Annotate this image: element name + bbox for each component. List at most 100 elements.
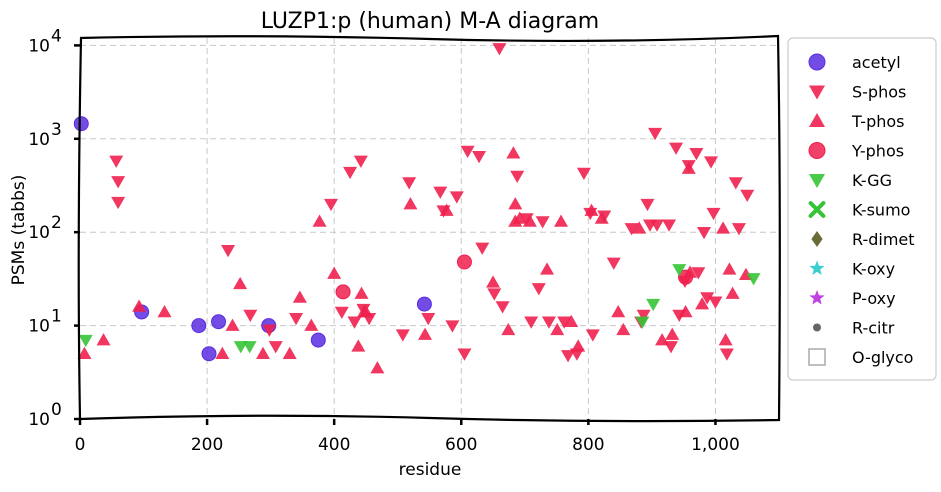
point-t-phos [96, 333, 111, 346]
point-acetyl [191, 318, 207, 334]
point-s-phos [700, 292, 715, 305]
point-t-phos [439, 203, 454, 216]
point-s-phos [606, 257, 621, 270]
point-s-phos [492, 43, 507, 56]
point-t-phos [225, 318, 240, 331]
point-t-phos [632, 221, 647, 234]
point-k-gg [746, 273, 761, 286]
point-t-phos [655, 333, 670, 346]
point-s-phos [640, 198, 655, 212]
point-s-phos [449, 191, 464, 204]
y-tick-label: 10 [28, 223, 50, 243]
x-tick-label: 1,000 [691, 435, 740, 455]
point-acetyl [416, 296, 432, 312]
point-t-phos [418, 327, 433, 340]
point-s-phos [728, 177, 743, 190]
point-t-phos [718, 333, 733, 346]
point-t-phos [282, 346, 297, 359]
point-t-phos [564, 314, 579, 327]
point-t-phos [508, 197, 523, 210]
point-t-phos [611, 304, 626, 318]
point-k-gg [233, 341, 248, 354]
legend-marker-t-phos [809, 113, 825, 127]
point-s-phos [487, 288, 502, 301]
point-t-phos [540, 262, 555, 275]
point-k-gg [242, 341, 257, 354]
point-t-phos [256, 346, 271, 359]
point-t-phos [522, 214, 537, 227]
point-acetyl [211, 314, 227, 330]
x-tick-label: 0 [75, 435, 86, 455]
y-tick-exponent: 4 [51, 26, 62, 46]
legend-marker-acetyl [808, 53, 826, 71]
point-t-phos [512, 211, 527, 224]
point-t-phos [358, 304, 373, 318]
point-t-phos [233, 276, 248, 290]
point-t-phos [722, 262, 737, 275]
point-y-phos [678, 269, 694, 285]
point-s-phos [445, 320, 460, 333]
point-t-phos [571, 339, 586, 352]
point-s-phos [111, 196, 126, 210]
y-tick-label: 10 [28, 36, 50, 56]
point-t-phos [403, 197, 418, 210]
point-s-phos [708, 296, 723, 309]
legend-marker-r-citr [813, 323, 821, 332]
point-s-phos [648, 127, 663, 141]
point-s-phos [585, 329, 600, 342]
point-acetyl [73, 116, 89, 132]
point-acetyl [201, 346, 217, 362]
plot-frame [77, 34, 781, 423]
x-axis-ticks: 0 200 400 600 800 1,000 [75, 419, 740, 455]
x-tick-label: 800 [572, 435, 604, 455]
point-t-phos [725, 286, 740, 299]
point-s-phos [689, 148, 704, 161]
point-s-phos [262, 324, 277, 337]
point-t-phos [327, 266, 342, 279]
point-s-phos [541, 316, 556, 329]
point-y-phos [456, 254, 472, 270]
legend-label-r-citr: R-citr [852, 319, 895, 338]
point-s-phos [649, 219, 664, 232]
legend-marker-r-dimet [811, 231, 823, 247]
x-axis-label: residue [399, 460, 462, 480]
point-t-phos [132, 299, 147, 312]
point-s-phos [719, 348, 734, 361]
point-t-phos [501, 322, 516, 336]
point-y-phos [335, 284, 351, 300]
point-t-phos [215, 346, 230, 359]
x-tick-label: 600 [445, 435, 477, 455]
point-t-phos [554, 214, 569, 227]
y-axis-label: PSMs (tabbs) [9, 175, 29, 286]
point-s-phos [334, 306, 349, 319]
point-t-phos [292, 290, 307, 303]
point-s-phos [636, 309, 651, 322]
point-t-phos [370, 361, 385, 374]
point-t-phos [550, 322, 565, 336]
point-k-gg [78, 334, 93, 348]
point-t-phos [486, 275, 501, 288]
point-t-phos [665, 327, 680, 340]
point-s-phos [662, 219, 677, 232]
point-s-phos [109, 155, 124, 168]
point-s-phos [289, 312, 304, 326]
legend-marker-o-glyco [808, 348, 826, 366]
y-tick-exponent: 0 [51, 400, 62, 420]
point-t-phos [584, 203, 599, 216]
legend-label-k-sumo: K-sumo [852, 201, 910, 220]
legend-marker-k-sumo [808, 201, 826, 218]
point-s-phos [576, 167, 591, 181]
y-tick-exponent: 2 [51, 213, 62, 233]
x-tick-label: 200 [191, 435, 223, 455]
legend-label-k-gg: K-GG [852, 171, 892, 190]
point-s-phos [421, 312, 436, 326]
point-t-phos [351, 339, 366, 352]
legend-label-p-oxy: P-oxy [852, 289, 896, 308]
point-t-phos [312, 214, 327, 227]
point-t-phos [678, 304, 693, 318]
point-s-phos [524, 316, 539, 329]
point-s-phos [475, 242, 490, 255]
chart-title: LUZP1:p (human) M-A diagram [261, 9, 599, 34]
y-tick-exponent: 1 [51, 307, 62, 327]
